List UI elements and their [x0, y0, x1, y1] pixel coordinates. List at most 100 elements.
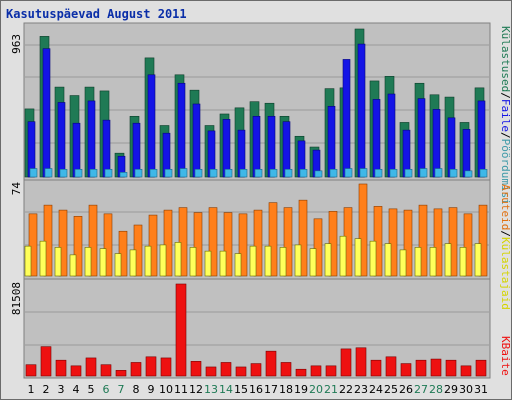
bandwidth-bar — [403, 209, 413, 277]
traffic-bar — [250, 363, 262, 377]
x-tick-label: 20 — [309, 383, 323, 396]
x-tick-label: 29 — [444, 383, 458, 396]
hits-bar — [254, 169, 263, 178]
bandwidth-bar — [253, 209, 263, 277]
bars-layer — [24, 28, 489, 377]
hits-bar — [29, 168, 38, 178]
legend-bandwidth: Aruteid — [499, 184, 512, 230]
unique-visitors-bar — [129, 249, 137, 277]
traffic-bar — [160, 357, 172, 377]
bandwidth-bar — [88, 204, 98, 277]
legend-bottom: KBaite — [499, 336, 512, 376]
unique-visitors-bar — [414, 247, 422, 277]
traffic-bar — [25, 364, 37, 377]
pages-bar — [72, 122, 81, 178]
pages-bar — [267, 115, 276, 178]
pages-bar — [357, 43, 366, 178]
unique-visitors-bar — [384, 243, 392, 277]
hits-bar — [194, 169, 203, 178]
hits-bar — [44, 168, 53, 178]
bandwidth-bar — [193, 212, 203, 277]
traffic-bar — [265, 350, 277, 377]
bandwidth-bar — [313, 218, 323, 277]
legend-pages: Faile — [499, 99, 512, 132]
x-tick-label: 31 — [474, 383, 488, 396]
top-ymax-label: 963 — [10, 34, 23, 54]
bandwidth-bar — [358, 183, 368, 277]
unique-visitors-bar — [114, 253, 122, 277]
legend-traffic: KBaite — [499, 336, 512, 376]
hits-bar — [389, 169, 398, 178]
x-tick-label: 18 — [279, 383, 293, 396]
pages-bar — [387, 93, 396, 178]
legend-middle: Aruteid/Külastajaid — [499, 184, 512, 310]
x-tick-label: 19 — [294, 383, 308, 396]
unique-visitors-bar — [69, 254, 77, 277]
x-tick-label: 28 — [429, 383, 443, 396]
traffic-bar — [475, 359, 487, 377]
traffic-bar — [340, 348, 352, 377]
x-tick-label: 21 — [324, 383, 338, 396]
traffic-bar — [235, 366, 247, 377]
unique-visitors-bar — [444, 243, 452, 277]
hits-bar — [464, 170, 473, 178]
bandwidth-bar — [208, 207, 218, 277]
pages-bar — [87, 100, 96, 178]
bandwidth-bar — [433, 208, 443, 277]
x-tick-label: 10 — [159, 383, 173, 396]
x-tick-label: 13 — [204, 383, 218, 396]
bandwidth-bar — [268, 202, 278, 277]
x-tick-label: 4 — [73, 383, 80, 396]
x-tick-label: 17 — [264, 383, 278, 396]
pages-bar — [147, 74, 156, 178]
x-tick-label: 23 — [354, 383, 368, 396]
unique-visitors-bar — [324, 243, 332, 277]
x-tick-label: 11 — [174, 383, 188, 396]
unique-visitors-bar — [204, 250, 212, 277]
bandwidth-bar — [58, 209, 68, 277]
pages-bar — [222, 119, 231, 178]
traffic-bar — [280, 362, 292, 377]
x-tick-label: 8 — [133, 383, 140, 396]
unique-visitors-bar — [369, 240, 377, 277]
traffic-bar — [400, 363, 412, 377]
unique-visitors-bar — [339, 235, 347, 277]
hits-bar — [179, 168, 188, 178]
bandwidth-bar — [73, 216, 83, 277]
panel-bottom — [23, 278, 491, 379]
bandwidth-bar — [223, 212, 233, 277]
bandwidth-bar — [163, 209, 173, 277]
traffic-bar — [85, 357, 97, 377]
unique-visitors-bar — [159, 244, 167, 277]
chart-title: Kasutuspäevad August 2011 — [6, 7, 187, 21]
pages-bar — [462, 129, 471, 178]
hits-bar — [134, 169, 143, 178]
x-tick-label: 7 — [118, 383, 125, 396]
traffic-bar — [145, 356, 157, 377]
unique-visitors-bar — [294, 244, 302, 277]
hits-bar — [359, 168, 368, 178]
unique-visitors-bar — [84, 247, 92, 277]
unique-visitors-bar — [264, 245, 272, 277]
pages-bar — [327, 106, 336, 178]
hits-bar — [344, 168, 353, 178]
legend-top: Külastused/Faile/Pöördumisi — [499, 26, 512, 205]
traffic-bar — [385, 356, 397, 377]
pages-bar — [42, 48, 51, 178]
hits-bar — [329, 169, 338, 178]
legend-unique: Külastajaid — [499, 237, 512, 310]
hits-bar — [119, 172, 128, 178]
hits-bar — [149, 169, 158, 178]
bandwidth-bar — [448, 207, 458, 277]
hits-bar — [209, 169, 218, 178]
traffic-bar — [40, 346, 52, 377]
unique-visitors-bar — [99, 248, 107, 277]
bandwidth-bar — [463, 213, 473, 277]
x-tick-label: 12 — [189, 383, 203, 396]
bandwidth-bar — [478, 204, 488, 277]
unique-visitors-bar — [174, 242, 182, 277]
x-tick-labels: 1 2 3 4 5 6 7 8 9 10 11 12 13 14 15 16 17 18 19 20 21 22 23 24 2… — [28, 383, 489, 396]
unique-visitors-bar — [189, 247, 197, 277]
traffic-bar — [115, 370, 127, 377]
